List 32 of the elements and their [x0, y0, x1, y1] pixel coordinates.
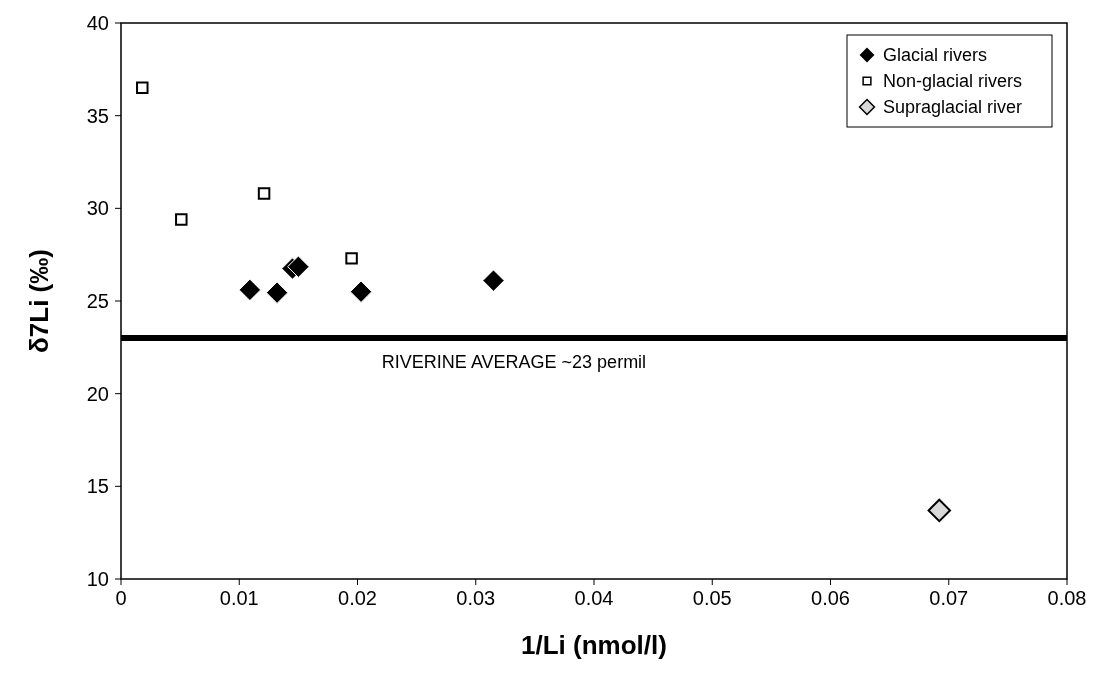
- x-tick-label: 0.08: [1047, 587, 1087, 609]
- y-tick-label: 25: [86, 290, 109, 312]
- x-tick-label: 0: [115, 587, 127, 609]
- y-tick-label: 15: [86, 475, 109, 498]
- y-tick-label: 30: [86, 197, 109, 220]
- point: [345, 252, 358, 265]
- x-tick-label: 0.05: [692, 587, 732, 609]
- point: [238, 278, 262, 302]
- x-tick-label: 0.02: [338, 587, 377, 609]
- x-tick-label: 0.03: [456, 587, 496, 609]
- point: [257, 187, 271, 200]
- legend-label: Supraglacial river: [883, 97, 1023, 117]
- x-tick-label: 0.01: [219, 587, 259, 609]
- point: [287, 255, 310, 278]
- point: [349, 280, 373, 303]
- ref-line-label: RIVERINE AVERAGE ~23 permil: [381, 352, 647, 373]
- point: [265, 281, 289, 304]
- legend-label: Non-glacial rivers: [883, 71, 1023, 91]
- x-tick-label: 0.06: [811, 587, 850, 609]
- y-tick-label: 35: [86, 104, 109, 127]
- y-tick-label: 20: [86, 382, 109, 405]
- point: [482, 269, 505, 292]
- x-tick-label: 0.07: [929, 587, 969, 609]
- point: [927, 498, 952, 523]
- y-tick-label: 40: [86, 12, 109, 34]
- y-axis-title: δ7Li (‰): [24, 249, 54, 353]
- x-tick-label: 0.04: [574, 587, 614, 609]
- y-tick-label: 10: [86, 568, 109, 590]
- point: [175, 213, 188, 226]
- x-axis-title: 1/Li (nmol/l): [521, 630, 667, 660]
- legend-label: Glacial rivers: [883, 45, 988, 65]
- point: [136, 81, 149, 95]
